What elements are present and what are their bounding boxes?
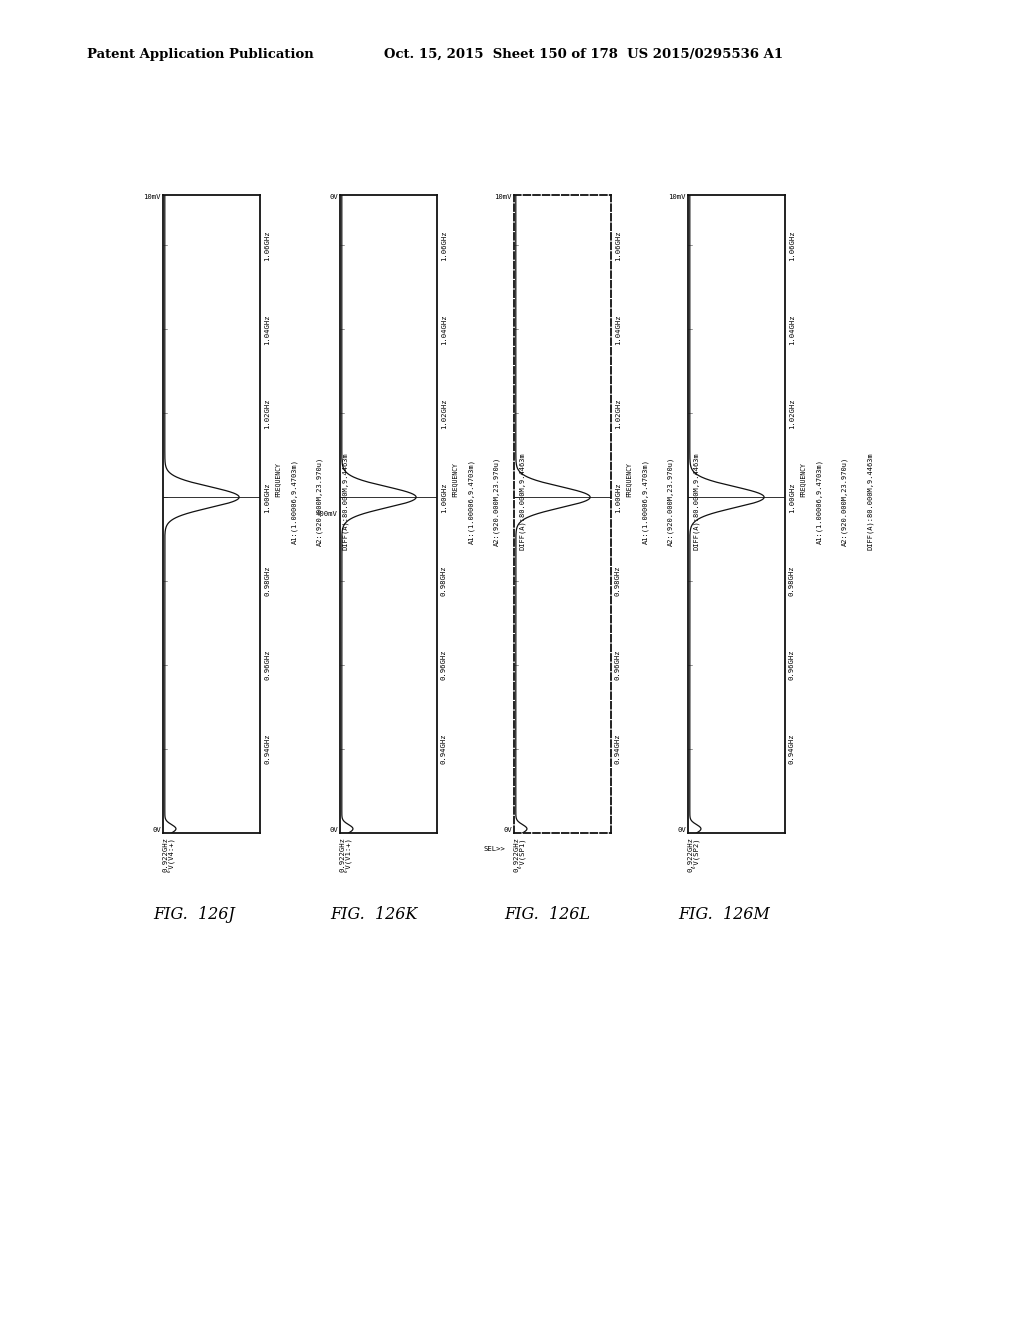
Text: 0.98GHz: 0.98GHz: [790, 566, 795, 597]
Text: 1.06GHz: 1.06GHz: [441, 230, 447, 260]
Text: 1.04GHz: 1.04GHz: [790, 314, 795, 345]
Text: 0.94GHz: 0.94GHz: [615, 734, 621, 764]
Text: 1.06GHz: 1.06GHz: [790, 230, 795, 260]
Text: 0V: 0V: [329, 828, 338, 833]
Text: 1.00GHz: 1.00GHz: [441, 482, 447, 512]
Text: 1.02GHz: 1.02GHz: [615, 397, 621, 429]
Text: 0.96GHz: 0.96GHz: [615, 649, 621, 680]
Text: 0.96GHz: 0.96GHz: [441, 649, 447, 680]
Text: 10mV: 10mV: [495, 194, 512, 199]
Text: 1.06GHz: 1.06GHz: [615, 230, 621, 260]
Text: 0V: 0V: [153, 828, 161, 833]
Text: Oct. 15, 2015  Sheet 150 of 178  US 2015/0295536 A1: Oct. 15, 2015 Sheet 150 of 178 US 2015/0…: [384, 48, 783, 61]
Text: FREQUENCY: FREQUENCY: [274, 462, 281, 498]
Text: 0V: 0V: [677, 828, 686, 833]
Text: °V(SP1): °V(SP1): [519, 837, 526, 867]
Text: 0.96GHz: 0.96GHz: [790, 649, 795, 680]
Text: 1.02GHz: 1.02GHz: [441, 397, 447, 429]
Text: 1.00GHz: 1.00GHz: [264, 482, 270, 512]
Text: 0.98GHz: 0.98GHz: [441, 566, 447, 597]
Text: DIFF(A):80.000M,9.4463m: DIFF(A):80.000M,9.4463m: [866, 453, 873, 550]
Text: A1:(1.00006,9.4703m): A1:(1.00006,9.4703m): [817, 459, 823, 544]
Text: °V(V1:+): °V(V1:+): [345, 837, 352, 873]
Text: 1.04GHz: 1.04GHz: [441, 314, 447, 345]
Text: 0.94GHz: 0.94GHz: [790, 734, 795, 764]
Text: A1:(1.00006,9.4703m): A1:(1.00006,9.4703m): [643, 459, 649, 544]
Text: 1.04GHz: 1.04GHz: [615, 314, 621, 345]
Text: FIG.  126L: FIG. 126L: [504, 906, 590, 923]
Text: °V(V4:+): °V(V4:+): [168, 837, 175, 873]
Text: SEL>>: SEL>>: [484, 846, 506, 853]
Text: A2:(920.000M,23.970u): A2:(920.000M,23.970u): [668, 457, 674, 546]
Text: 400mV: 400mV: [316, 511, 338, 517]
Text: A2:(920.000M,23.970u): A2:(920.000M,23.970u): [842, 457, 848, 546]
Text: DIFF(A):80.000M,9.4463m: DIFF(A):80.000M,9.4463m: [519, 453, 525, 550]
Text: A2:(920.000M,23.970u): A2:(920.000M,23.970u): [316, 457, 324, 546]
Text: 0.94GHz: 0.94GHz: [264, 734, 270, 764]
Text: DIFF(A):80.000M,9.4463m: DIFF(A):80.000M,9.4463m: [693, 453, 699, 550]
Text: 1.06GHz: 1.06GHz: [264, 230, 270, 260]
Text: A1:(1.00006,9.4703m): A1:(1.00006,9.4703m): [469, 459, 475, 544]
Text: 0.922GHz: 0.922GHz: [687, 837, 693, 873]
Text: FIG.  126K: FIG. 126K: [330, 906, 417, 923]
Text: 0.94GHz: 0.94GHz: [441, 734, 447, 764]
Text: FREQUENCY: FREQUENCY: [626, 462, 631, 498]
Text: 10mV: 10mV: [143, 194, 161, 199]
Text: 1.02GHz: 1.02GHz: [790, 397, 795, 429]
Text: A2:(920.000M,23.970u): A2:(920.000M,23.970u): [494, 457, 501, 546]
Text: DIFF(A):80.000M,9.4463m: DIFF(A):80.000M,9.4463m: [342, 453, 348, 550]
Text: 1.02GHz: 1.02GHz: [264, 397, 270, 429]
Text: 0V: 0V: [503, 828, 512, 833]
Text: FREQUENCY: FREQUENCY: [800, 462, 805, 498]
Text: FREQUENCY: FREQUENCY: [452, 462, 458, 498]
Text: 1.04GHz: 1.04GHz: [264, 314, 270, 345]
Text: °V(SP2): °V(SP2): [693, 837, 700, 867]
Text: 0.922GHz: 0.922GHz: [162, 837, 168, 873]
Text: 0.96GHz: 0.96GHz: [264, 649, 270, 680]
Text: 0.922GHz: 0.922GHz: [339, 837, 345, 873]
Text: 0.98GHz: 0.98GHz: [615, 566, 621, 597]
Text: 0.922GHz: 0.922GHz: [513, 837, 519, 873]
Text: 0V: 0V: [329, 194, 338, 199]
Text: 10mV: 10mV: [669, 194, 686, 199]
Text: 0.98GHz: 0.98GHz: [264, 566, 270, 597]
Text: Patent Application Publication: Patent Application Publication: [87, 48, 313, 61]
Text: 1.00GHz: 1.00GHz: [790, 482, 795, 512]
Text: A1:(1.00006,9.4703m): A1:(1.00006,9.4703m): [292, 459, 298, 544]
Text: FIG.  126M: FIG. 126M: [678, 906, 769, 923]
Text: 1.00GHz: 1.00GHz: [615, 482, 621, 512]
Text: FIG.  126J: FIG. 126J: [153, 906, 234, 923]
